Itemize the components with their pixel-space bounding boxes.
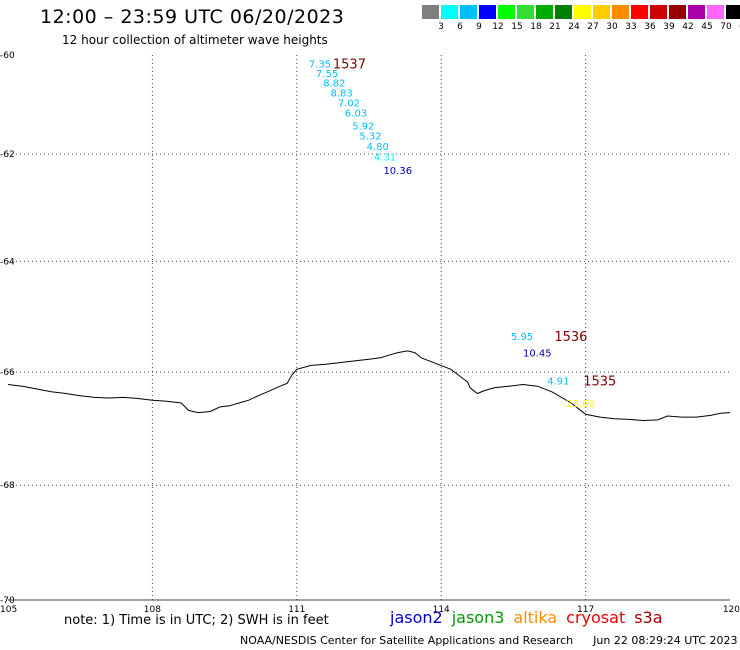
scale-label: 42 [682,22,694,32]
swh-value: 7.35 [309,60,331,71]
scale-label: 36 [644,22,656,32]
scale-label: 24 [568,22,580,32]
scale-swatch [555,5,572,19]
scale-swatch [441,5,458,19]
lat-label: -70 [0,596,15,606]
lon-label: 114 [433,605,450,615]
swh-value: 5.92 [352,121,374,132]
lon-label: 120 [723,605,740,615]
lat-label: -66 [0,368,15,378]
swh-value: 10.45 [523,349,552,360]
scale-label: 21 [549,22,561,32]
scale-label: 12 [492,22,504,32]
timestamp-text: Jun 22 08:29:24 UTC 2023 [593,634,738,647]
scale-swatch [612,5,629,19]
swh-value: 8.82 [323,79,345,90]
scale-swatch [650,5,667,19]
lon-label: 111 [288,605,305,615]
note-text: note: 1) Time is in UTC; 2) SWH is in fe… [64,613,329,628]
credit-footer: NOAA/NESDIS Center for Satellite Applica… [240,634,740,647]
lat-label: -60 [0,51,15,61]
scale-label: 3 [438,22,444,32]
scale-label: 9 [476,22,482,32]
pass-id-label: 1535 [583,375,616,390]
lat-label: -68 [0,481,15,491]
scale-swatch [422,5,439,19]
lon-label: 117 [577,605,594,615]
scale-swatch [517,5,534,19]
scale-label: 15 [511,22,523,32]
scale-label: 70 [720,22,732,32]
antarctic-coastline [7,350,731,422]
scale-swatch [536,5,553,19]
swh-value: 5.32 [359,132,381,143]
scale-label: 45 [701,22,713,32]
legend-item-altika: altika [513,608,558,627]
scale-label: 27 [587,22,599,32]
swh-value: 10.36 [383,166,412,177]
scale-label: 18 [530,22,542,32]
scale-label: 39 [663,22,675,32]
swh-value: 4.91 [547,377,569,388]
scale-swatch [726,5,740,19]
swh-value: 4.80 [367,142,389,153]
lon-label: 105 [0,605,17,615]
swh-value: 8.83 [330,88,352,99]
map-title: 12:00 – 23:59 UTC 06/20/2023 [40,6,345,28]
swh-value: 5.95 [511,332,533,343]
lat-label: -62 [0,150,15,160]
credit-text: NOAA/NESDIS Center for Satellite Applica… [240,634,574,647]
scale-swatch [688,5,705,19]
scale-swatch [479,5,496,19]
pass-id-label: 1536 [554,330,587,345]
lat-label: -64 [0,257,15,267]
scale-swatch [669,5,686,19]
longitude-labels: 105 108 111 114 117 120 [0,605,740,615]
map-subtitle: 12 hour collection of altimeter wave hei… [62,33,328,47]
legend-item-jason2: jason2 [390,608,443,627]
swh-value: 4.31 [374,153,396,164]
scale-swatch [593,5,610,19]
scale-swatch [631,5,648,19]
scale-swatch [574,5,591,19]
legend-item-jason3: jason3 [451,608,505,627]
lon-label: 108 [144,605,161,615]
scale-label: 30 [606,22,618,32]
lat-lon-grid [8,55,730,601]
scale-swatch [498,5,515,19]
legend-item-s3a: s3a [634,608,663,627]
swh-value: 23.60 [566,399,595,410]
swh-observations: 7.357.558.828.837.026.035.925.324.804.31… [309,60,595,410]
swh-value: 7.55 [316,69,338,80]
pass-id-label: 1537 [333,58,366,73]
satellite-legend: jason2 jason3 altika cryosat s3a [390,608,672,627]
swh-value: 7.02 [338,98,360,109]
pass-labels: 1537 1536 1535 [333,58,616,390]
scale-swatch [707,5,724,19]
scale-label: 6 [457,22,463,32]
scale-swatch [460,5,477,19]
latitude-labels: -60 -62 -64 -66 -68 -70 [0,51,15,606]
legend-item-cryosat: cryosat [566,608,626,627]
swh-value: 6.03 [345,109,367,120]
scale-label: 33 [625,22,637,32]
